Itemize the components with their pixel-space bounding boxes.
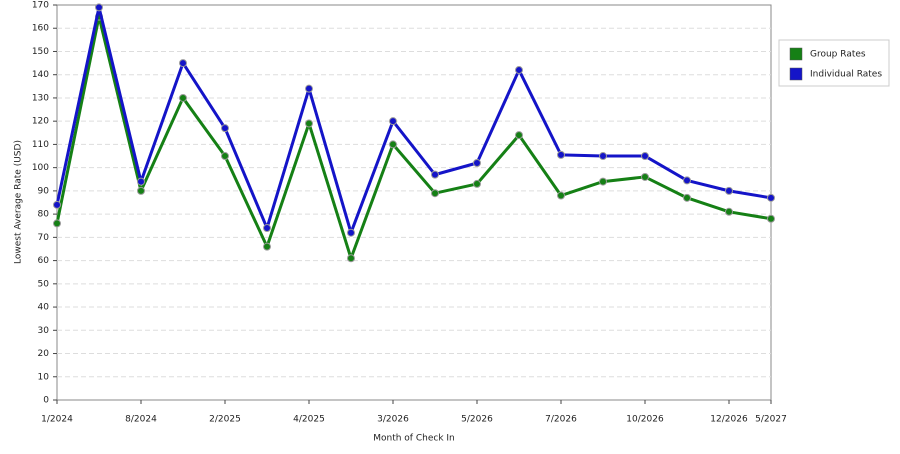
y-tick-label: 20	[38, 349, 50, 359]
point	[95, 3, 103, 12]
y-tick-label: 150	[32, 47, 49, 57]
x-axis-label: Month of Check In	[373, 434, 455, 444]
legend-label: Group Rates	[810, 50, 866, 60]
y-tick-label: 70	[38, 233, 50, 243]
x-tick-label: 3/2026	[377, 415, 409, 425]
point	[179, 59, 187, 68]
y-tick-label: 60	[38, 256, 50, 266]
y-tick-label: 100	[32, 163, 49, 173]
point	[473, 179, 481, 188]
y-tick-label: 0	[43, 396, 49, 406]
legend-swatch	[789, 47, 803, 61]
point	[767, 193, 775, 202]
y-tick-label: 30	[38, 326, 50, 336]
x-tick-label: 5/2026	[461, 415, 493, 425]
series-line	[55, 5, 772, 235]
point	[221, 124, 229, 133]
point	[515, 131, 523, 140]
y-axis-label: Lowest Average Rate (USD)	[14, 140, 24, 264]
point	[515, 66, 523, 75]
point	[599, 177, 607, 186]
point	[263, 242, 271, 251]
x-tick-label: 5/2027	[755, 415, 787, 425]
y-tick-label: 40	[38, 303, 50, 313]
point	[683, 193, 691, 202]
point	[389, 140, 397, 149]
point	[431, 170, 439, 179]
point	[473, 159, 481, 167]
point	[221, 152, 229, 161]
y-tick-label: 160	[32, 24, 49, 34]
point	[179, 93, 187, 102]
point	[263, 224, 271, 233]
y-tick-label: 130	[32, 93, 49, 103]
point	[389, 117, 397, 126]
y-tick-label: 120	[32, 117, 49, 127]
y-tick-label: 110	[32, 140, 49, 150]
point	[641, 152, 649, 161]
y-tick-label: 10	[38, 372, 50, 382]
legend-label: Individual Rates	[810, 70, 882, 80]
plot-area	[56, 4, 772, 401]
point	[767, 214, 775, 223]
point	[305, 119, 313, 128]
point	[347, 228, 355, 237]
x-tick-label: 2/2025	[209, 415, 241, 425]
point	[641, 172, 649, 181]
point	[683, 176, 691, 185]
x-tick-label: 7/2026	[545, 415, 577, 425]
series-line	[55, 15, 772, 260]
point	[53, 200, 61, 209]
point	[557, 150, 565, 159]
y-tick-label: 90	[38, 186, 50, 196]
point	[53, 219, 61, 228]
x-tick-label: 12/2026	[710, 415, 748, 425]
point	[599, 152, 607, 161]
y-tick-label: 50	[38, 279, 50, 289]
point	[725, 186, 733, 195]
y-tick-label: 170	[32, 1, 49, 11]
point	[725, 207, 733, 216]
legend-swatch	[789, 67, 803, 81]
x-tick-label: 4/2025	[293, 415, 325, 425]
x-tick-label: 8/2024	[125, 415, 157, 425]
point	[305, 84, 313, 93]
point	[347, 254, 355, 263]
y-tick-label: 80	[38, 210, 50, 220]
y-tick-label: 140	[32, 70, 49, 80]
point	[431, 189, 439, 198]
x-tick-label: 10/2026	[626, 415, 664, 425]
point	[137, 186, 145, 195]
point	[137, 177, 145, 186]
point	[557, 191, 565, 200]
x-tick-label: 1/2024	[41, 415, 73, 425]
